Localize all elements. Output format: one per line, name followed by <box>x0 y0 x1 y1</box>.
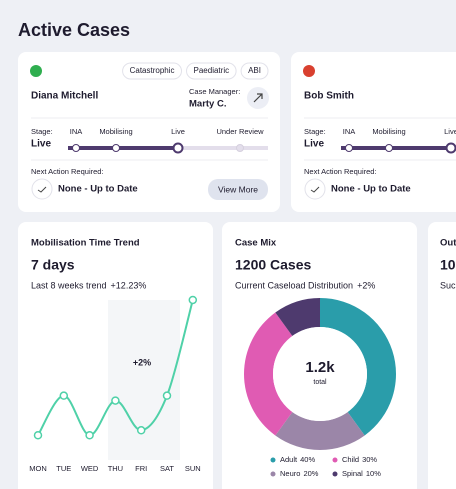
card <box>428 222 456 489</box>
stage-dot <box>385 144 393 152</box>
card-subtitle: Suc <box>440 280 456 290</box>
x-tick-label: FRI <box>135 464 147 473</box>
donut-segment <box>244 312 293 436</box>
stage-label: Stage: <box>31 127 53 136</box>
client-name: Bob Smith <box>304 91 354 102</box>
view-more-button[interactable] <box>208 179 268 200</box>
legend-swatch <box>332 471 338 477</box>
manager-label: Case Manager: <box>189 87 240 96</box>
stage-name: Live <box>171 127 185 136</box>
legend-swatch <box>270 471 276 477</box>
legend-label: Spinal <box>342 469 363 478</box>
change-positive: +12.23% <box>111 280 147 290</box>
donut-center-label: total <box>313 379 327 386</box>
x-tick-label: SAT <box>160 464 174 473</box>
arrow-icon <box>253 93 263 103</box>
stage-name: Live <box>444 127 456 136</box>
tag: ABI <box>248 66 261 75</box>
card-headline: 100 <box>440 257 456 273</box>
trend-point <box>188 295 198 305</box>
trend-point <box>111 396 120 405</box>
stage-dot <box>112 144 120 152</box>
stage-label: Stage: <box>304 127 326 136</box>
next-action-label: Next Action Required: <box>304 167 377 176</box>
legend-value: 30% <box>362 455 377 464</box>
check-mark <box>37 186 47 193</box>
legend-value: 10% <box>366 469 381 478</box>
tag: Paediatric <box>194 66 230 75</box>
stage-name: INA <box>343 127 356 136</box>
change-positive: +2% <box>357 280 375 290</box>
client-name: Diana Mitchell <box>31 91 98 102</box>
card-headline: 7 days <box>31 257 75 273</box>
stage-dot <box>72 144 80 152</box>
card-subtitle: Last 8 weeks trend <box>31 280 107 290</box>
status-dot <box>303 65 315 77</box>
card-subtitle: Current Caseload Distribution <box>235 280 353 290</box>
tag-pill <box>186 62 237 80</box>
current-stage-dot <box>172 142 184 154</box>
card-title: Out <box>440 238 456 249</box>
trend-point <box>59 391 69 400</box>
donut-center-value: 1.2k <box>305 359 335 376</box>
view-more-label: View More <box>218 184 258 194</box>
stage-dot <box>236 144 244 152</box>
donut-segment <box>275 298 320 336</box>
x-tick-label: THU <box>108 464 123 473</box>
status-dot <box>30 65 42 77</box>
stage-value: Live <box>31 139 51 150</box>
trend-point <box>33 431 43 440</box>
check-icon <box>31 178 53 200</box>
stage-name: Under Review <box>216 127 264 136</box>
legend-swatch <box>332 457 338 463</box>
stage-name: Mobilising <box>372 127 405 136</box>
legend-label: Neuro <box>280 469 300 478</box>
donut-segment <box>320 298 397 436</box>
highlight-band <box>108 300 180 460</box>
card <box>291 52 456 212</box>
legend-value: 20% <box>303 469 318 478</box>
trend-annotation: +2% <box>133 357 151 367</box>
check-mark <box>310 186 320 193</box>
card <box>18 52 280 212</box>
trend-point <box>162 391 172 400</box>
stage-name: INA <box>70 127 83 136</box>
x-tick-label: WED <box>81 464 99 473</box>
tag: Catastrophic <box>130 66 175 75</box>
x-tick-label: TUE <box>56 464 71 473</box>
donut-segment <box>275 412 365 451</box>
tag-pill <box>240 62 269 80</box>
next-action: None - Up to Date <box>58 184 138 195</box>
next-action-label: Next Action Required: <box>31 167 104 176</box>
current-stage-dot <box>445 142 456 154</box>
legend-label: Child <box>342 455 359 464</box>
next-action: None - Up to Date <box>331 184 411 195</box>
donut-hole <box>273 327 367 421</box>
stage-name: Mobilising <box>99 127 132 136</box>
legend-swatch <box>270 457 276 463</box>
legend-label: Adult <box>280 455 298 464</box>
x-tick-label: MON <box>29 464 47 473</box>
trend-point <box>136 426 146 435</box>
tag-pill <box>122 62 183 80</box>
legend-value: 40% <box>300 455 315 464</box>
card-title: Case Mix <box>235 238 277 249</box>
card-headline: 1200 Cases <box>235 257 312 273</box>
stage-value: Live <box>304 139 324 150</box>
trend-point <box>85 431 94 440</box>
card-title: Mobilisation Time Trend <box>31 238 140 249</box>
page-title: Active Cases <box>18 20 130 40</box>
stage-dot <box>345 144 353 152</box>
x-tick-label: SUN <box>185 464 201 473</box>
check-icon <box>304 178 326 200</box>
manager-name: Marty C. <box>189 99 226 110</box>
